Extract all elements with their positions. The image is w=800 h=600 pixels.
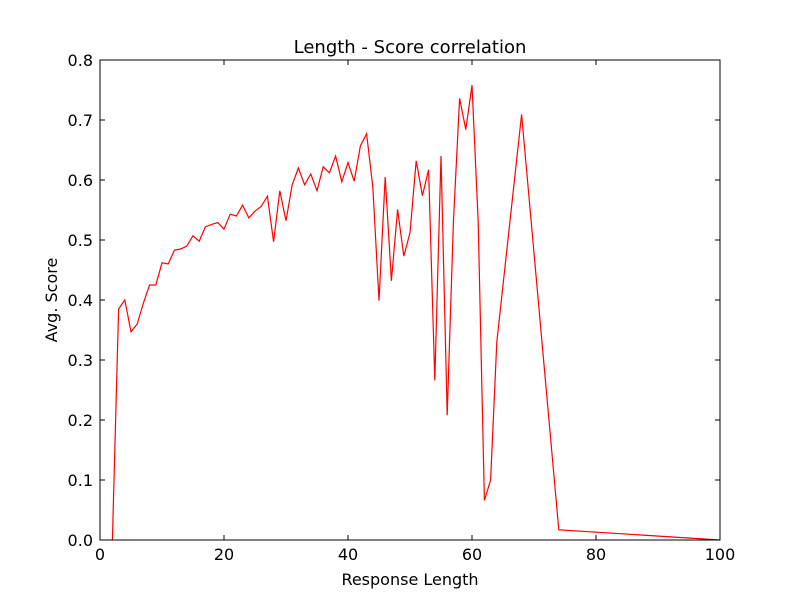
y-tick-label: 0.3 <box>68 351 93 370</box>
y-tick-label: 0.4 <box>68 291 93 310</box>
x-tick-label: 100 <box>705 545 736 564</box>
y-tick-label: 0.8 <box>68 51 93 70</box>
series-line <box>111 85 721 541</box>
y-axis-label: Avg. Score <box>42 258 61 343</box>
y-tick-label: 0.0 <box>68 531 93 550</box>
y-tick-label: 0.6 <box>68 171 93 190</box>
y-tick-label: 0.1 <box>68 471 93 490</box>
x-tick-label: 60 <box>462 545 482 564</box>
axes: 0 20 40 60 80 100 0.0 0.1 0.2 0.3 0.4 0.5 0.6 0.7 0.8 <box>68 51 736 564</box>
x-tick-label: 40 <box>338 545 358 564</box>
y-tick-label: 0.2 <box>68 411 93 430</box>
plot-area <box>111 85 721 541</box>
x-tick-label: 20 <box>214 545 234 564</box>
chart-title: Length - Score correlation <box>294 37 527 58</box>
y-tick-label: 0.5 <box>68 231 93 250</box>
x-axis-label: Response Length <box>341 570 478 589</box>
y-tick-label: 0.7 <box>68 111 93 130</box>
x-tick-label: 80 <box>586 545 606 564</box>
x-tick-label: 0 <box>95 545 105 564</box>
